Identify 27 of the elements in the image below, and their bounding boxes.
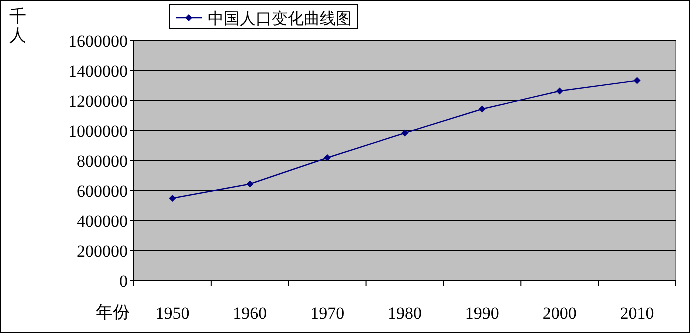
y-tick-label: 1400000 <box>68 62 128 81</box>
x-tick-label: 1960 <box>233 304 268 323</box>
point <box>556 88 564 95</box>
y-tick-label: 400000 <box>77 212 128 231</box>
legend-label: 中国人口变化曲线图 <box>208 9 352 28</box>
point <box>634 77 641 84</box>
y-tick-label: 800000 <box>77 152 128 171</box>
x-tick-label: 1970 <box>310 304 345 323</box>
x-tick-label: 1950 <box>156 304 190 323</box>
x-tick-label: 1980 <box>388 304 422 323</box>
point <box>169 195 176 202</box>
point <box>478 106 486 113</box>
point <box>246 180 254 188</box>
y-tick-label: 600000 <box>77 182 128 201</box>
y-tick-label: 1000000 <box>68 122 128 141</box>
x-tick-label: 1990 <box>465 304 500 323</box>
y-tick-label: 0 <box>120 272 128 291</box>
y-tick-label: 1600000 <box>68 32 128 51</box>
legend: 中国人口变化曲线图 <box>176 9 352 28</box>
point <box>324 154 332 162</box>
x-tick-label: 2000 <box>542 304 577 323</box>
y-axis-title: 千人 <box>10 7 26 46</box>
x-axis-title: 年份 <box>96 303 130 323</box>
point <box>402 130 408 137</box>
y-tick-label: 1200000 <box>68 92 128 111</box>
x-tick-label: 2010 <box>620 304 654 323</box>
y-tick-label: 200000 <box>77 242 128 261</box>
